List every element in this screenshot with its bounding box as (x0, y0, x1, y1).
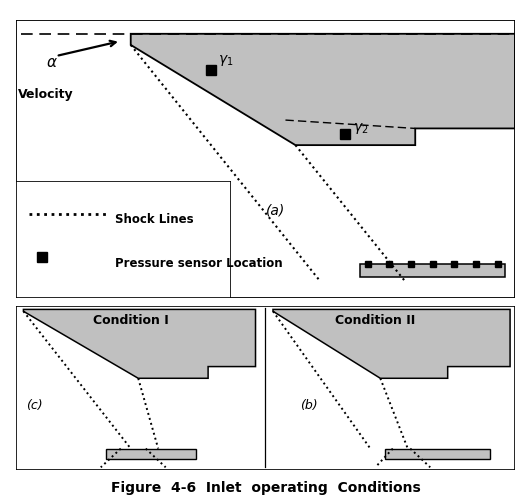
Text: Condition I: Condition I (93, 315, 169, 328)
Text: $\gamma_2$: $\gamma_2$ (353, 121, 369, 136)
Polygon shape (23, 310, 255, 378)
Polygon shape (273, 310, 510, 378)
Text: Velocity: Velocity (19, 88, 74, 101)
Text: Figure  4-6  Inlet  operating  Conditions: Figure 4-6 Inlet operating Conditions (110, 481, 421, 495)
Text: $\alpha$: $\alpha$ (46, 55, 58, 70)
Text: (b): (b) (301, 399, 318, 412)
Polygon shape (131, 34, 515, 145)
FancyBboxPatch shape (16, 306, 515, 470)
Text: Condition II: Condition II (335, 315, 415, 328)
Polygon shape (386, 449, 490, 459)
Text: (c): (c) (26, 399, 42, 412)
Polygon shape (361, 264, 505, 277)
Polygon shape (106, 449, 195, 459)
Text: $\gamma_1$: $\gamma_1$ (218, 53, 234, 68)
Text: (a): (a) (266, 204, 285, 218)
